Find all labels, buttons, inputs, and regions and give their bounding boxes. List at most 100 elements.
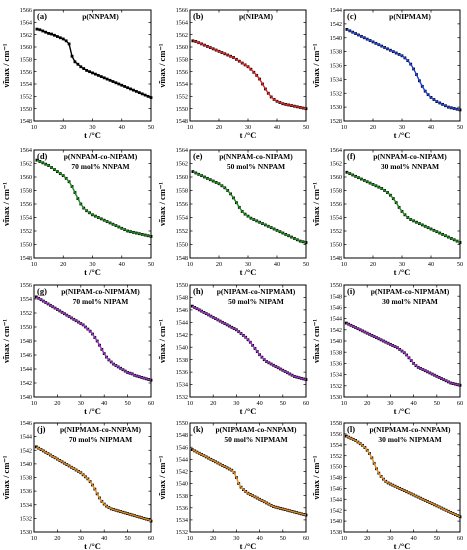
- y-tick-label: 1538: [176, 357, 188, 364]
- x-tick-label: 50: [434, 535, 440, 542]
- panel-title: p(NIPAM): [239, 12, 274, 21]
- y-tick-label: 1548: [20, 338, 32, 345]
- panel-subtitle: 50 mol% NIPMAM: [224, 435, 287, 444]
- y-tick-label: 1556: [176, 69, 188, 76]
- y-tick-label: 1538: [20, 475, 32, 482]
- y-tick-label: 1562: [330, 161, 342, 168]
- y-tick-label: 1550: [176, 106, 188, 113]
- y-tick-label: 1560: [20, 44, 32, 51]
- x-axis-label: t /°C: [84, 267, 101, 277]
- panel-c: 10 20 30 40 50 1528 1530 1532 1534 1536 1538 1540 15…: [311, 7, 463, 140]
- y-tick-label: 1540: [20, 394, 32, 401]
- fit-line: [36, 159, 152, 238]
- x-tick-label: 40: [428, 124, 434, 131]
- x-tick-label: 30: [89, 261, 95, 268]
- x-tick-label: 20: [210, 400, 216, 407]
- x-axis-label: t /°C: [394, 267, 411, 277]
- x-tick-label: 10: [187, 535, 193, 542]
- y-tick-label: 1542: [176, 469, 188, 476]
- y-axis-label: ν̃max / cm⁻¹: [1, 319, 11, 364]
- y-tick-label: 1542: [20, 447, 32, 454]
- x-tick-label: 50: [148, 124, 154, 131]
- x-tick-label: 30: [78, 535, 84, 542]
- y-tick-label: 1562: [20, 32, 32, 39]
- x-tick-label: 50: [125, 400, 131, 407]
- x-tick-label: 30: [233, 535, 239, 542]
- y-tick-label: 1532: [176, 394, 188, 401]
- x-tick-label: 20: [210, 535, 216, 542]
- y-tick-label: 1550: [20, 324, 32, 331]
- x-tick-label: 10: [187, 400, 193, 407]
- x-tick-label: 30: [387, 535, 393, 542]
- y-tick-label: 1550: [176, 420, 188, 427]
- y-axis-label: ν̃max / cm⁻¹: [1, 43, 11, 88]
- panel-label: (c): [347, 11, 357, 21]
- y-tick-label: 1550: [330, 464, 342, 471]
- y-tick-label: 1550: [176, 282, 188, 289]
- y-tick-label: 1534: [20, 502, 32, 509]
- x-tick-label: 10: [187, 124, 193, 131]
- panel-label: (j): [37, 424, 46, 434]
- x-tick-label: 50: [125, 535, 131, 542]
- y-tick-label: 1564: [330, 147, 342, 154]
- y-tick-label: 1548: [176, 255, 188, 262]
- y-tick-label: 1546: [20, 352, 32, 359]
- y-tick-label: 1536: [330, 361, 342, 368]
- y-tick-label: 1558: [330, 420, 342, 427]
- y-tick-label: 1562: [176, 32, 188, 39]
- panel-label: (e): [193, 151, 203, 161]
- x-tick-label: 40: [101, 535, 107, 542]
- fit-line: [35, 296, 152, 381]
- x-tick-label: 20: [370, 261, 376, 268]
- x-axis-label: t /°C: [394, 406, 411, 416]
- y-axis-label: ν̃max / cm⁻¹: [157, 182, 167, 227]
- y-tick-label: 1564: [20, 19, 32, 26]
- y-tick-label: 1552: [330, 228, 342, 235]
- panel-i: 10 20 30 40 50 60 1530 1532 1534 1536 1538 1540 1542…: [311, 282, 463, 416]
- y-tick-label: 1532: [20, 515, 32, 522]
- y-axis-label: ν̃max / cm⁻¹: [157, 455, 167, 500]
- y-tick-label: 1558: [330, 188, 342, 195]
- y-tick-label: 1534: [176, 382, 188, 389]
- panel-subtitle: 30 mol% NIPMAM: [378, 435, 441, 444]
- y-tick-label: 1548: [20, 255, 32, 262]
- y-tick-label: 1552: [176, 228, 188, 235]
- y-tick-label: 1554: [330, 215, 342, 222]
- panel-subtitle: 70 mol% NIPAM: [73, 297, 129, 306]
- y-tick-label: 1546: [330, 305, 342, 312]
- y-axis-label: ν̃max / cm⁻¹: [157, 319, 167, 364]
- y-tick-label: 1562: [20, 161, 32, 168]
- y-tick-label: 1564: [176, 147, 188, 154]
- panel-title: p(NIPMAM-co-NNPAM): [60, 425, 142, 434]
- panel-subtitle: 50 mol% NIPAM: [228, 297, 284, 306]
- y-tick-label: 1530: [330, 394, 342, 401]
- y-tick-label: 1548: [330, 475, 342, 482]
- x-tick-label: 40: [411, 535, 417, 542]
- y-tick-label: 1566: [20, 7, 32, 14]
- y-tick-label: 1530: [20, 529, 32, 536]
- x-tick-label: 60: [457, 400, 463, 407]
- x-tick-label: 20: [216, 124, 222, 131]
- y-tick-label: 1536: [330, 63, 342, 70]
- x-tick-label: 10: [341, 124, 347, 131]
- y-tick-label: 1560: [330, 174, 342, 181]
- y-tick-label: 1554: [20, 296, 32, 303]
- panel-title: p(NIPMAM): [389, 12, 431, 21]
- y-tick-label: 1538: [176, 493, 188, 500]
- y-tick-label: 1556: [330, 431, 342, 438]
- x-tick-label: 50: [303, 124, 309, 131]
- y-tick-label: 1542: [330, 507, 342, 514]
- y-tick-label: 1550: [20, 242, 32, 249]
- panel-subtitle: 30 mol% NIPAM: [382, 297, 438, 306]
- x-tick-label: 50: [457, 261, 463, 268]
- y-tick-label: 1540: [330, 518, 342, 525]
- x-tick-label: 50: [280, 400, 286, 407]
- y-tick-label: 1550: [330, 282, 342, 289]
- fit-line: [35, 446, 152, 522]
- x-axis-label: t /°C: [240, 267, 257, 277]
- y-tick-label: 1544: [330, 316, 342, 323]
- y-axis-label: ν̃max / cm⁻¹: [311, 319, 321, 364]
- panel-label: (g): [37, 286, 47, 296]
- panel-subtitle: 30 mol% NNPAM: [381, 162, 439, 171]
- x-tick-label: 20: [364, 535, 370, 542]
